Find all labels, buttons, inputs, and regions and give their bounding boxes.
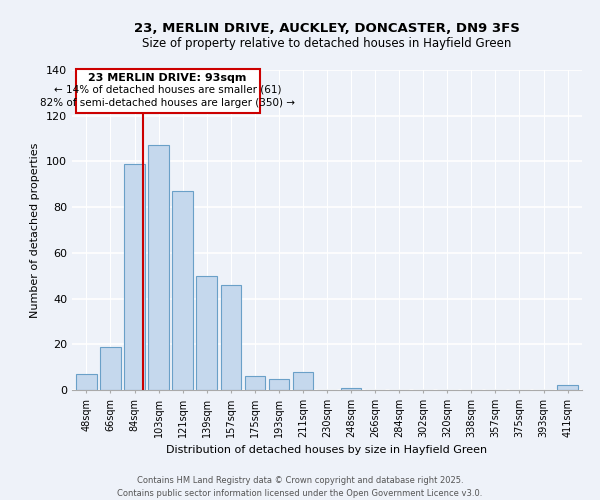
Y-axis label: Number of detached properties: Number of detached properties — [31, 142, 40, 318]
Bar — [269, 378, 289, 390]
Text: Size of property relative to detached houses in Hayfield Green: Size of property relative to detached ho… — [142, 38, 512, 51]
Bar — [221, 285, 241, 390]
Bar — [245, 376, 265, 390]
Bar — [76, 374, 97, 390]
Text: 23 MERLIN DRIVE: 93sqm: 23 MERLIN DRIVE: 93sqm — [88, 73, 247, 83]
Bar — [557, 386, 578, 390]
Bar — [172, 191, 193, 390]
FancyBboxPatch shape — [76, 69, 260, 114]
X-axis label: Distribution of detached houses by size in Hayfield Green: Distribution of detached houses by size … — [166, 446, 488, 456]
Bar — [293, 372, 313, 390]
Text: 82% of semi-detached houses are larger (350) →: 82% of semi-detached houses are larger (… — [40, 98, 295, 108]
Text: Contains HM Land Registry data © Crown copyright and database right 2025.
Contai: Contains HM Land Registry data © Crown c… — [118, 476, 482, 498]
Bar — [148, 146, 169, 390]
Bar — [124, 164, 145, 390]
Text: 23, MERLIN DRIVE, AUCKLEY, DONCASTER, DN9 3FS: 23, MERLIN DRIVE, AUCKLEY, DONCASTER, DN… — [134, 22, 520, 36]
Bar — [100, 346, 121, 390]
Text: ← 14% of detached houses are smaller (61): ← 14% of detached houses are smaller (61… — [54, 84, 281, 94]
Bar — [196, 276, 217, 390]
Bar — [341, 388, 361, 390]
